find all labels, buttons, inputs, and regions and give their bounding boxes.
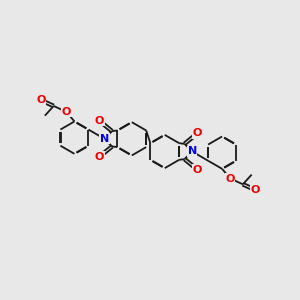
Text: O: O xyxy=(62,107,71,117)
Text: O: O xyxy=(36,95,46,105)
Text: N: N xyxy=(188,146,197,157)
Text: O: O xyxy=(193,128,202,139)
Text: O: O xyxy=(193,164,202,175)
Text: O: O xyxy=(94,116,104,126)
Text: O: O xyxy=(94,152,104,162)
Text: N: N xyxy=(100,134,109,144)
Text: O: O xyxy=(251,185,260,195)
Text: O: O xyxy=(226,173,235,184)
